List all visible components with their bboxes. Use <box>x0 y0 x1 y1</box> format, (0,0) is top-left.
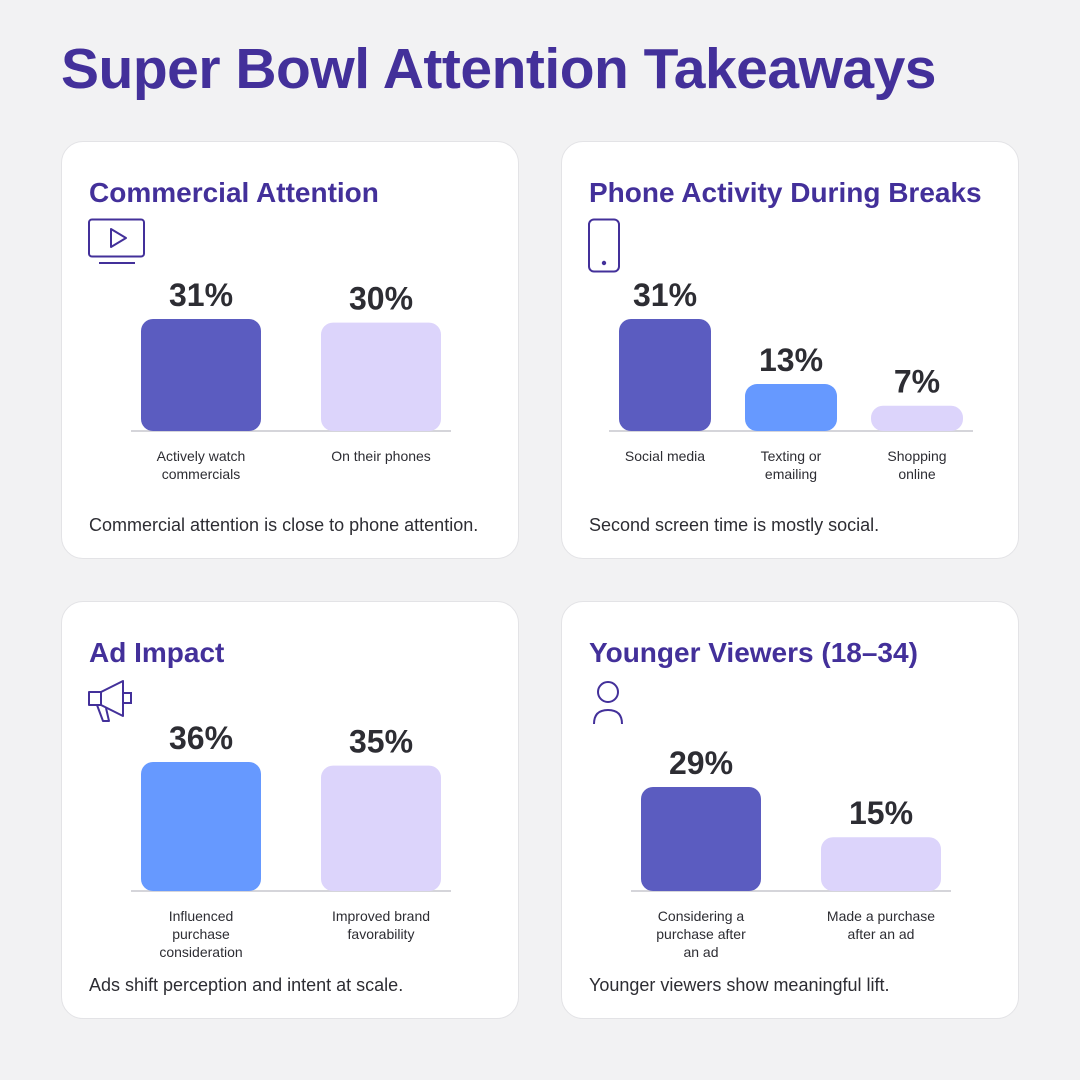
bar <box>619 319 711 431</box>
tv-play-icon <box>87 218 147 268</box>
page-title: Super Bowl Attention Takeaways <box>61 37 937 101</box>
value-label: 36% <box>169 720 233 756</box>
card-phone-activity: Phone Activity During Breaks 31% Social m… <box>561 141 1019 559</box>
bar <box>141 762 261 891</box>
category-label: favorability <box>348 926 415 942</box>
value-label: 30% <box>349 281 413 317</box>
category-label: Considering a <box>658 908 745 924</box>
bar <box>641 787 761 891</box>
card-title: Ad Impact <box>89 637 225 668</box>
card-title: Phone Activity During Breaks <box>589 177 982 208</box>
category-label: emailing <box>765 466 817 482</box>
category-label: an ad <box>683 944 718 960</box>
category-label: consideration <box>159 944 242 960</box>
bar <box>745 384 837 431</box>
value-label: 31% <box>633 277 697 313</box>
card-title: Younger Viewers (18–34) <box>589 637 918 668</box>
category-label: purchase <box>172 926 230 942</box>
value-label: 15% <box>849 795 913 831</box>
category-label: Improved brand <box>332 908 430 924</box>
card-ad-impact: Ad Impact 36% Influenced purchase considera… <box>61 601 519 1019</box>
chart-ad-impact: 36% Influenced purchase consideration 35% Imp… <box>131 720 451 960</box>
bar <box>321 322 441 431</box>
chart-phone-activity: 31% Social media 13% Texting or emailing 7% Sh… <box>609 277 973 482</box>
bar <box>321 765 441 891</box>
value-label: 35% <box>349 724 413 760</box>
bar <box>821 837 941 891</box>
category-label: Actively watch <box>157 448 246 464</box>
card-younger-viewers: Younger Viewers (18–34) 29% Considering a… <box>561 601 1019 1019</box>
chart-younger-viewers: 29% Considering a purchase after an ad 15% Ma… <box>631 745 951 960</box>
bar <box>871 405 963 431</box>
card-caption: Commercial attention is close to phone a… <box>89 515 479 535</box>
value-label: 7% <box>894 364 940 400</box>
value-label: 31% <box>169 277 233 313</box>
card-caption: Younger viewers show meaningful lift. <box>589 975 890 995</box>
bar <box>141 319 261 431</box>
category-label: after an ad <box>848 926 915 942</box>
value-label: 29% <box>669 745 733 781</box>
category-label: Texting or <box>761 448 822 464</box>
value-label: 13% <box>759 342 823 378</box>
category-label: online <box>898 466 936 482</box>
card-commercial-attention: Commercial Attention 31% Actively watch co… <box>61 141 519 559</box>
user-icon <box>587 678 627 726</box>
category-label: Influenced <box>169 908 234 924</box>
card-caption: Ads shift perception and intent at scale… <box>89 975 404 995</box>
smartphone-icon <box>587 218 623 274</box>
category-label: Social media <box>625 448 705 464</box>
category-label: On their phones <box>331 448 431 464</box>
category-label: Shopping <box>887 448 946 464</box>
category-label: purchase after <box>656 926 746 942</box>
chart-commercial-attention: 31% Actively watch commercials 30% On their … <box>131 277 451 482</box>
card-title: Commercial Attention <box>89 177 379 208</box>
card-caption: Second screen time is mostly social. <box>589 515 880 535</box>
megaphone-icon <box>87 678 137 724</box>
category-label: Made a purchase <box>827 908 935 924</box>
category-label: commercials <box>162 466 241 482</box>
